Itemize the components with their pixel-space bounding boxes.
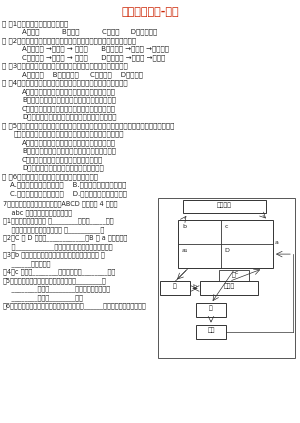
Text: ______吸收变的。: ______吸收变的。 — [3, 260, 50, 267]
Text: 有____________，它们的作用都是防止血液倒流。: 有____________，它们的作用都是防止血液倒流。 — [3, 243, 112, 250]
Text: 上肢和头: 上肢和头 — [217, 202, 232, 208]
Text: B、血液方向相反；動脈向心方向，靜脈离心方向: B、血液方向相反；動脈向心方向，靜脈离心方向 — [22, 148, 116, 154]
Text: （ ）1、血液循環的動力器官是：: （ ）1、血液循環的動力器官是： — [2, 20, 68, 27]
Text: 肺胞壁: 肺胞壁 — [224, 283, 235, 289]
Text: C.心率較慢，心肌收縮力弱    D.心率較慢，心肌收縮力弱: C.心率較慢，心肌收縮力弱 D.心率較慢，心肌收縮力弱 — [10, 190, 127, 197]
Text: a: a — [275, 240, 279, 244]
Text: A、脊靜脈    B、下腔靜脈     C、冠靜脈    D、肺靜脈: A、脊靜脈 B、下腔靜脈 C、冠靜脈 D、肺靜脈 — [22, 71, 143, 77]
Text: 肺: 肺 — [173, 283, 177, 289]
Text: A、左心房 →左心室 → 肺靜脈      B、右心室 →右心房 →上腔靜脈: A、左心房 →左心室 → 肺靜脈 B、右心室 →右心房 →上腔靜脈 — [22, 46, 169, 52]
Text: （5）血液流经下肢后，其成分主要变化是________和: （5）血液流经下肢后，其成分主要变化是________和 — [3, 277, 107, 284]
Bar — [196, 303, 226, 318]
Text: ________减少，________等废物增多，血液由: ________减少，________等废物增多，血液由 — [3, 286, 110, 292]
Text: b: b — [192, 285, 196, 289]
Text: 7、右图为血液循環示意图，图中ABCD 为心臟的 4 个腔，: 7、右图为血液循環示意图，图中ABCD 为心臟的 4 个腔， — [3, 201, 117, 207]
Text: c: c — [235, 270, 238, 275]
Text: （ ）2、心臟內以及心臟和動脈之間的瓣膜的作用按血液的流动只能是: （ ）2、心臟內以及心臟和動脈之間的瓣膜的作用按血液的流动只能是 — [2, 37, 136, 44]
Text: D、血液方向一致，動脈有動脈瓣所以隆起: D、血液方向一致，動脈有動脈瓣所以隆起 — [22, 165, 104, 171]
Text: （ ）4、血液通過肺循環后，血液的成分發生了變化，其結果是：: （ ）4、血液通過肺循環后，血液的成分發生了變化，其結果是： — [2, 80, 127, 86]
Text: A、心臟          B、動脈          C、靜脈     D、毛細血管: A、心臟 B、動脈 C、靜脈 D、毛細血管 — [22, 28, 157, 35]
Text: c: c — [225, 223, 228, 228]
Text: A、動脈血變成了靜脈血，血液顏色由鮮红变暗红: A、動脈血變成了靜脈血，血液顏色由鮮红变暗红 — [22, 88, 116, 95]
Text: 輸送血液的泵-心臟: 輸送血液的泵-心臟 — [121, 7, 179, 17]
Text: D、靜脈血變成了動脈血，血液顏色由暗红变鮮红: D、靜脈血變成了動脈血，血液顏色由暗红变鮮红 — [22, 113, 116, 120]
Text: 肝: 肝 — [209, 305, 213, 311]
Text: A、血液方向相反；動脈离心方向，靜脈向心方向: A、血液方向相反；動脈离心方向，靜脈向心方向 — [22, 139, 116, 146]
Text: A.心率較慢，心肌收縮力弱    B.心率較快，心肌收縮力弱: A.心率較慢，心肌收縮力弱 B.心率較快，心肌收縮力弱 — [10, 181, 126, 188]
Bar — [183, 201, 266, 214]
Text: B、靜脈血變成了動脈血，血液顏色由鮮红变暗红: B、靜脈血變成了動脈血，血液顏色由鮮红变暗红 — [22, 96, 116, 103]
Text: （1）心臟壁最厚的是【 】________，它是_____循環: （1）心臟壁最厚的是【 】________，它是_____循環 — [3, 217, 113, 224]
Text: 下肢: 下肢 — [207, 327, 215, 333]
Text: （2）C 和 D 之间有____________。B 与 a 血管连通处: （2）C 和 D 之间有____________。B 与 a 血管连通处 — [3, 234, 127, 241]
Bar — [196, 326, 226, 340]
Text: （6）通过静脉注射药物治疗炎性肺炎，药物需______次经过心脏才能到达肺。: （6）通过静脉注射药物治疗炎性肺炎，药物需______次经过心脏才能到达肺。 — [3, 302, 147, 309]
Bar — [219, 270, 249, 283]
Text: D: D — [225, 247, 230, 253]
Bar — [158, 198, 295, 359]
Text: 射: 射 — [232, 272, 236, 278]
Bar — [178, 220, 273, 269]
Text: 的起点，该壁壁厚的件点是【 】__________。: 的起点，该壁壁厚的件点是【 】__________。 — [3, 226, 104, 233]
Text: ________血变成________血。: ________血变成________血。 — [3, 294, 83, 301]
Bar — [160, 281, 190, 296]
Text: （3）b 血管入肝，其血管血液中的氧氣酸和葡萄糖是 由: （3）b 血管入肝，其血管血液中的氧氣酸和葡萄糖是 由 — [3, 252, 105, 258]
Text: C、主動脈 →左心室 → 左心房      D、右心房 →右心室 →肺動脈: C、主動脈 →左心室 → 左心房 D、右心房 →右心室 →肺動脈 — [22, 54, 165, 60]
Text: （4）c 血管是________，里面流的是________血。: （4）c 血管是________，里面流的是________血。 — [3, 269, 115, 275]
Text: C、血液方向一致，靜脈有靜脈瓣所以隆起: C、血液方向一致，靜脈有靜脈瓣所以隆起 — [22, 156, 103, 162]
Text: b: b — [182, 223, 186, 228]
Text: C、動脈血變成了靜脈血，血液顏色由暗红变鮮红: C、動脈血變成了靜脈血，血液顏色由暗红变鮮红 — [22, 105, 116, 112]
Text: （ ）5、法國生理學家哈維觀察活著乘人的上臂時，发现在其下方的靜脈鼓起而動脈卻變得: （ ）5、法國生理學家哈維觀察活著乘人的上臂時，发现在其下方的靜脈鼓起而動脈卻變… — [2, 122, 174, 129]
Text: abc 代表血管，请根据图回答：: abc 代表血管，请根据图回答： — [3, 209, 72, 216]
Bar — [200, 281, 258, 296]
Text: （ ）6、平靜時，長期運動員的心臟活動表現為：: （ ）6、平靜時，長期運動員的心臟活動表現為： — [2, 173, 98, 180]
Text: （ ）3、血液從左心室射出後，在進入右心房前不經過的血管是：: （ ）3、血液從左心室射出後，在進入右心房前不經過的血管是： — [2, 63, 128, 69]
Text: 扁平，在放管上方的動脈鼓起而靜脈扁平，这一事实说明了: 扁平，在放管上方的動脈鼓起而靜脈扁平，这一事实说明了 — [14, 131, 124, 137]
Text: a₁: a₁ — [182, 247, 188, 253]
